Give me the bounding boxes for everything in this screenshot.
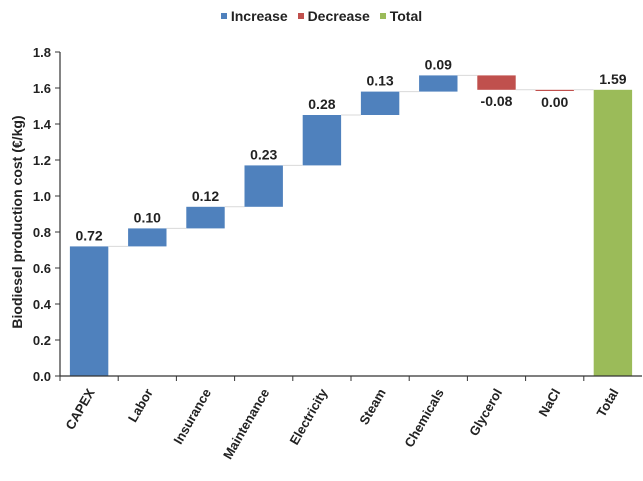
data-label-total: 1.59 [599,71,626,87]
legend-label-decrease: Decrease [307,8,370,24]
y-tick-label: 0.4 [33,297,52,312]
x-tick-label-electricity: Electricity [286,385,330,447]
bar-nacl [535,89,574,91]
y-tick-label: 0.6 [33,261,51,276]
x-tick-label-total: Total [593,386,621,420]
data-label-glycerol: -0.08 [481,93,513,109]
data-label-electricity: 0.28 [308,96,335,112]
data-label-maintenance: 0.23 [250,146,277,162]
bar-capex [69,246,109,376]
y-tick-label: 0.2 [33,333,51,348]
bar-electricity [302,115,342,166]
y-tick-label: 0.0 [33,369,51,384]
y-axis-title: Biodiesel production cost (€/kg) [9,115,25,328]
bar-glycerol [477,75,516,90]
chart-legend: Increase Decrease Total [0,8,643,24]
x-tick-label-steam: Steam [356,386,389,427]
bar-steam [360,91,400,115]
y-tick-label: 1.6 [33,81,51,96]
y-tick-label: 0.8 [33,225,51,240]
bar-labor [128,228,167,247]
x-tick-label-labor: Labor [125,386,156,425]
data-label-chemicals: 0.09 [425,56,452,72]
x-tick-label-capex: CAPEX [62,386,98,433]
bar-maintenance [244,165,283,207]
legend-label-total: Total [389,8,423,24]
x-tick-label-insurance: Insurance [170,386,214,447]
bar-chemicals [419,75,458,92]
data-label-steam: 0.13 [366,73,393,89]
x-tick-label-nacl: NaCl [535,386,563,419]
data-label-insurance: 0.12 [192,188,219,204]
legend-swatch-decrease [297,13,304,20]
y-tick-label: 1.2 [33,153,51,168]
y-tick-label: 1.8 [33,45,51,60]
legend-item-total: Total [379,8,423,24]
x-tick-label-glycerol: Glycerol [466,386,505,439]
legend-swatch-total [379,13,386,20]
bar-insurance [186,206,225,229]
x-tick-label-chemicals: Chemicals [401,386,447,450]
y-tick-label: 1.4 [33,117,52,132]
y-tick-label: 1.0 [33,189,51,204]
data-label-labor: 0.10 [134,209,161,225]
bar-total [593,89,633,377]
legend-item-increase: Increase [220,8,288,24]
legend-swatch-increase [220,13,227,20]
legend-item-decrease: Decrease [297,8,370,24]
data-label-nacl: 0.00 [541,94,568,110]
legend-label-increase: Increase [230,8,288,24]
x-tick-label-maintenance: Maintenance [220,386,272,462]
data-label-capex: 0.72 [75,227,102,243]
